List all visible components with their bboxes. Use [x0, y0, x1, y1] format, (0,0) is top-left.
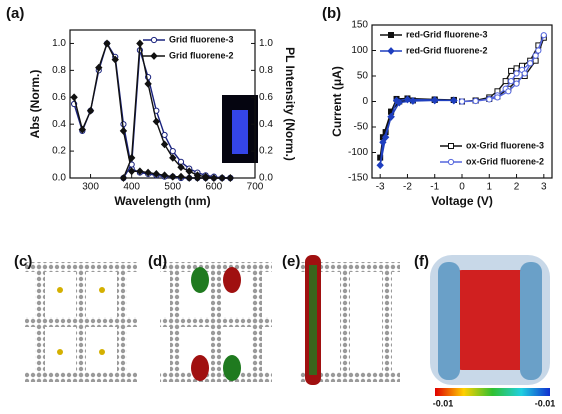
y-tick-label: -100 [348, 147, 368, 158]
x-tick-label: 600 [206, 182, 223, 193]
x-axis-title: Wavelength (nm) [114, 194, 210, 208]
x-axis-title: Voltage (V) [431, 194, 493, 208]
y-tick-label: 0.2 [52, 146, 66, 157]
marker [506, 89, 511, 94]
marker [459, 99, 464, 104]
colorbar-label: -0.01 [535, 398, 556, 408]
marker [514, 66, 519, 71]
y2-tick-label: 0.0 [259, 173, 273, 184]
marker [495, 95, 500, 100]
y-tick-label: 0.0 [52, 173, 66, 184]
molecule-c [25, 262, 137, 382]
y-axis-title: Current (μA) [330, 66, 344, 137]
y-tick-label: 1.0 [52, 38, 66, 49]
marker [473, 98, 478, 103]
x-tick-label: 1 [486, 182, 492, 193]
marker [508, 79, 513, 84]
y2-tick-label: 0.4 [259, 119, 273, 130]
x-tick-label: 2 [514, 182, 520, 193]
x-tick-label: 500 [164, 182, 181, 193]
y2-tick-label: 0.8 [259, 65, 273, 76]
molecule-e [300, 255, 400, 385]
legend-marker [151, 37, 156, 42]
y-tick-label: 50 [357, 71, 369, 82]
x-tick-label: 400 [123, 182, 140, 193]
y-tick-label: 0.4 [52, 119, 66, 130]
marker [170, 148, 175, 153]
colorbar-label: -0.01 [433, 398, 454, 408]
y2-tick-label: 0.2 [259, 146, 273, 157]
marker [162, 132, 167, 137]
legend-marker [388, 48, 394, 54]
marker [377, 162, 383, 168]
panel-label: (f) [414, 253, 429, 270]
panel-label: (c) [14, 253, 32, 270]
inset-glow [232, 110, 248, 154]
series-line [380, 98, 454, 157]
x-tick-label: -3 [376, 182, 385, 193]
panel-label: (b) [322, 5, 341, 22]
molecule-d [160, 262, 272, 382]
colorbar [435, 388, 550, 396]
legend-label: ox-Grid fluorene-2 [466, 156, 544, 166]
y-tick-label: 0.8 [52, 65, 66, 76]
series-line [123, 50, 230, 178]
series-line [74, 43, 230, 178]
marker [153, 118, 159, 124]
marker [522, 71, 527, 76]
marker [509, 68, 514, 73]
legend-marker [448, 159, 453, 164]
y-tick-label: 100 [351, 45, 368, 56]
legend-label: red-Grid fluorene-3 [406, 29, 488, 39]
legend-label: ox-Grid fluorene-3 [466, 140, 544, 150]
y-tick-label: 0 [362, 96, 368, 107]
panel-label: (e) [282, 253, 300, 270]
y2-axis-title: PL Intensity (Norm.) [283, 47, 297, 161]
x-tick-label: -1 [430, 182, 439, 193]
marker [514, 71, 519, 76]
x-tick-label: 3 [541, 182, 547, 193]
y-tick-label: -50 [354, 122, 369, 133]
x-tick-label: 0 [459, 182, 465, 193]
marker [71, 94, 77, 100]
legend-marker [389, 33, 394, 38]
legend-marker [151, 53, 157, 59]
panel-label: (a) [6, 5, 24, 22]
y2-tick-label: 1.0 [259, 38, 273, 49]
marker [137, 40, 143, 46]
x-tick-label: 300 [82, 182, 99, 193]
y-tick-label: 150 [351, 20, 368, 31]
marker [533, 53, 538, 58]
y-tick-label: 0.6 [52, 92, 66, 103]
x-tick-label: -2 [403, 182, 412, 193]
legend-label: Grid fluorene-2 [169, 50, 234, 60]
molecule-f [430, 255, 550, 385]
figure: -0.01 -0.01 (c)(d)(e)(f)(a)3004005006007… [0, 0, 562, 414]
marker [528, 61, 533, 66]
marker [514, 81, 519, 86]
legend-marker [449, 144, 454, 149]
marker [503, 79, 508, 84]
marker [541, 33, 546, 38]
legend-label: red-Grid fluorene-2 [406, 45, 488, 55]
panel-label: (d) [148, 253, 167, 270]
y-axis-title: Abs (Norm.) [28, 70, 42, 139]
legend-label: Grid fluorene-3 [169, 34, 234, 44]
y2-tick-label: 0.6 [259, 92, 273, 103]
marker [536, 48, 541, 53]
marker [487, 97, 492, 102]
y-tick-label: -150 [348, 173, 368, 184]
series-line [74, 43, 230, 178]
